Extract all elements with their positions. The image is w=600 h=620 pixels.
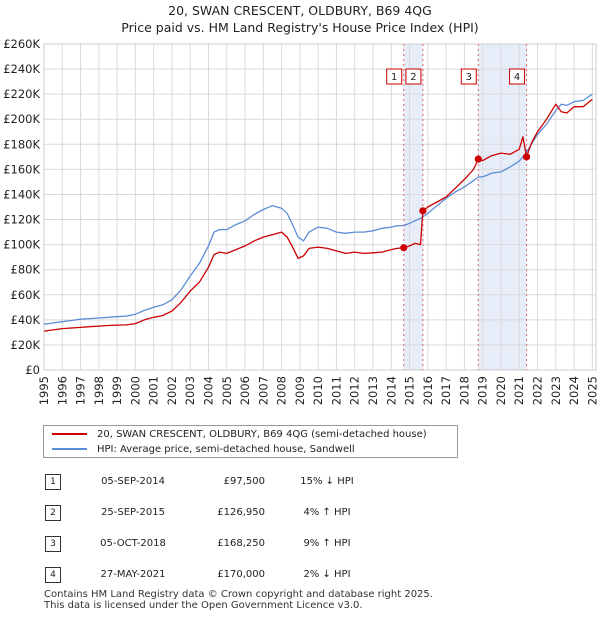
y-tick-label: £200K <box>3 112 40 126</box>
x-tick-label: 2020 <box>494 376 508 405</box>
sale-number-badge: 2 <box>45 505 61 521</box>
sale-hpi-diff: 4% ↑ HPI <box>303 507 351 518</box>
x-tick-label: 2013 <box>366 376 380 405</box>
sale-hpi-diff: 15% ↓ HPI <box>300 476 354 487</box>
x-tick-label: 2004 <box>202 376 216 405</box>
sale-point <box>400 244 408 252</box>
x-tick-label: 2002 <box>165 376 179 405</box>
sale-hpi-diff: 2% ↓ HPI <box>303 569 351 580</box>
legend-item-hpi: HPI: Average price, semi-detached house,… <box>52 443 355 457</box>
chart-title-line1: 20, SWAN CRESCENT, OLDBURY, B69 4QG <box>168 3 432 18</box>
sale-price: £170,000 <box>217 569 265 580</box>
sale-row: 1 05-SEP-2014 £97,500 15% ↓ HPI <box>43 474 443 505</box>
legend: 20, SWAN CRESCENT, OLDBURY, B69 4QG (sem… <box>43 425 458 458</box>
x-tick-label: 2001 <box>147 376 161 405</box>
y-tick-label: £20K <box>11 338 41 352</box>
sale-flag-label: 2 <box>410 72 416 83</box>
x-tick-label: 1996 <box>55 376 69 405</box>
sale-flag-box <box>509 68 526 85</box>
plot-border <box>43 43 597 371</box>
y-tick-label: £140K <box>3 187 40 201</box>
sale-flag-label: 1 <box>391 72 397 83</box>
x-tick-label: 1995 <box>37 376 51 405</box>
x-tick-label: 2010 <box>311 376 325 405</box>
x-tick-label: 2016 <box>421 376 435 405</box>
x-tick-label: 2019 <box>476 376 490 405</box>
y-tick-label: £240K <box>3 62 40 76</box>
sale-flag-box <box>405 68 422 85</box>
x-tick-label: 2007 <box>256 376 270 405</box>
x-tick-label: 2005 <box>220 376 234 405</box>
sale-date: 05-OCT-2018 <box>100 538 166 549</box>
sale-row: 3 05-OCT-2018 £168,250 9% ↑ HPI <box>43 536 443 567</box>
hpi-line <box>43 93 593 325</box>
y-tick-label: £80K <box>11 263 41 277</box>
x-tick-label: 2006 <box>238 376 252 405</box>
footer-copyright: Contains HM Land Registry data © Crown c… <box>44 589 433 600</box>
sale-price: £126,950 <box>217 507 265 518</box>
x-tick-label: 1997 <box>74 376 88 405</box>
y-tick-label: £0 <box>25 363 40 377</box>
sale-flag-label: 4 <box>514 72 520 83</box>
sale-point <box>474 155 482 163</box>
sale-row: 2 25-SEP-2015 £126,950 4% ↑ HPI <box>43 505 443 536</box>
x-tick-label: 2008 <box>275 376 289 405</box>
property-price-line <box>43 98 593 332</box>
sale-date: 25-SEP-2015 <box>101 507 165 518</box>
chart-title-line2: Price paid vs. HM Land Registry's House … <box>121 20 479 35</box>
x-tick-label: 2012 <box>348 376 362 405</box>
x-tick-label: 2024 <box>567 376 581 405</box>
sale-number-badge: 3 <box>45 536 61 552</box>
legend-swatch-property <box>52 433 87 435</box>
x-tick-label: 1998 <box>92 376 106 405</box>
y-tick-label: £260K <box>3 37 40 51</box>
x-tick-label: 2022 <box>531 376 545 405</box>
y-tick-label: £160K <box>3 162 40 176</box>
y-tick-label: £180K <box>3 137 40 151</box>
sale-number-badge: 1 <box>45 474 61 490</box>
sale-point <box>522 153 531 161</box>
shaded-period <box>403 44 423 370</box>
sale-hpi-diff: 9% ↑ HPI <box>303 538 351 549</box>
legend-swatch-hpi <box>52 448 87 450</box>
x-tick-label: 2000 <box>128 376 142 405</box>
sale-flag-label: 3 <box>466 72 472 83</box>
sale-point <box>419 207 427 215</box>
x-tick-label: 2023 <box>549 376 563 405</box>
sales-table: 1 05-SEP-2014 £97,500 15% ↓ HPI 2 25-SEP… <box>43 474 443 598</box>
x-tick-label: 2003 <box>183 376 197 405</box>
sale-flag-box <box>386 68 403 85</box>
sale-price: £168,250 <box>217 538 265 549</box>
footer-licence: This data is licensed under the Open Gov… <box>44 600 363 611</box>
x-tick-label: 2015 <box>403 376 417 405</box>
x-tick-label: 2011 <box>329 376 343 405</box>
x-tick-label: 1999 <box>110 376 124 405</box>
footer: Contains HM Land Registry data © Crown c… <box>44 589 433 611</box>
y-tick-label: £120K <box>3 213 40 227</box>
sale-number-badge: 4 <box>45 567 61 583</box>
legend-label-hpi: HPI: Average price, semi-detached house,… <box>97 444 355 455</box>
sale-date: 05-SEP-2014 <box>101 476 165 487</box>
y-tick-label: £100K <box>3 238 40 252</box>
sale-date: 27-MAY-2021 <box>100 569 166 580</box>
sale-price: £97,500 <box>223 476 265 487</box>
x-tick-label: 2021 <box>512 376 526 405</box>
y-tick-label: £220K <box>3 87 40 101</box>
y-tick-label: £60K <box>11 288 41 302</box>
x-tick-label: 2017 <box>439 376 453 405</box>
sale-row: 4 27-MAY-2021 £170,000 2% ↓ HPI <box>43 567 443 598</box>
price-chart: £0 £20K £40K £60K £80K £100K £120K £140K £160K £1… <box>3 37 599 405</box>
legend-label-property: 20, SWAN CRESCENT, OLDBURY, B69 4QG (sem… <box>97 429 427 440</box>
x-tick-label: 2009 <box>293 376 307 405</box>
x-tick-label: 2018 <box>457 376 471 405</box>
x-tick-label: 2014 <box>384 376 398 405</box>
chart-title: 20, SWAN CRESCENT, OLDBURY, B69 4QG Pric… <box>0 2 600 36</box>
y-tick-label: £40K <box>11 313 41 327</box>
shaded-period <box>478 44 527 370</box>
sale-flag-box <box>460 68 477 85</box>
legend-item-property: 20, SWAN CRESCENT, OLDBURY, B69 4QG (sem… <box>52 428 427 442</box>
x-tick-label: 2025 <box>585 376 599 405</box>
